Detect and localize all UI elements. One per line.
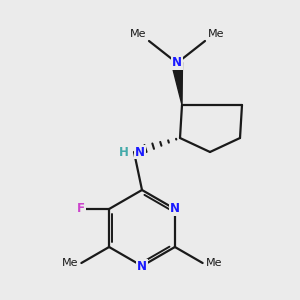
Text: N: N — [172, 56, 182, 70]
Text: Me: Me — [62, 258, 78, 268]
Polygon shape — [172, 62, 182, 105]
Text: Me: Me — [206, 258, 222, 268]
Text: Me: Me — [208, 29, 224, 39]
Text: F: F — [77, 202, 85, 215]
Text: Me: Me — [130, 29, 146, 39]
Text: N: N — [170, 202, 180, 215]
Text: H: H — [119, 146, 129, 158]
Text: N: N — [137, 260, 147, 272]
Text: N: N — [135, 146, 145, 158]
